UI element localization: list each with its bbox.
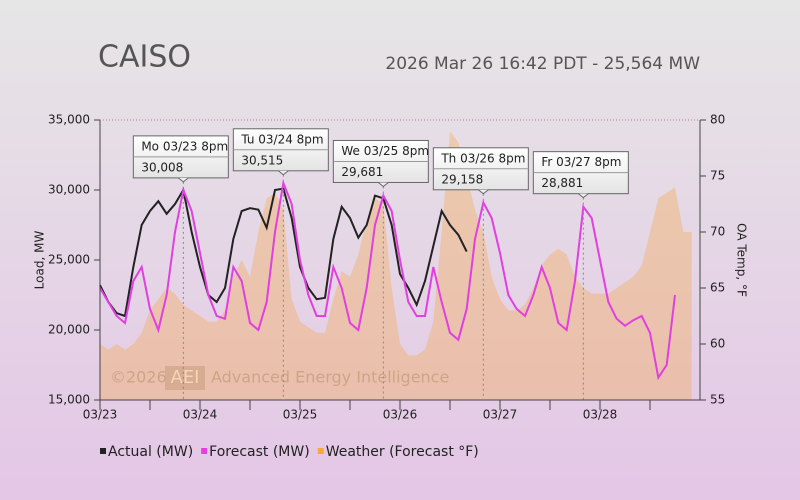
annotation-pointer [178, 177, 189, 183]
annotation-label: Mo 03/23 8pm [141, 139, 228, 153]
legend-label: Forecast (MW) [209, 444, 310, 460]
x-tick-label: 03/26 [383, 408, 418, 422]
x-tick-label: 03/24 [183, 408, 218, 422]
series-line [99, 179, 676, 381]
y-tick-label: 20,000 [48, 323, 90, 337]
y-tick-label: 35,000 [48, 113, 90, 127]
y-tick-label: 15,000 [48, 393, 90, 407]
annotation-value: 29,158 [441, 172, 483, 186]
annotation-label: Tu 03/24 8pm [240, 132, 323, 146]
y-axis-label: Load, MW [33, 231, 47, 290]
watermark-logo-box [165, 366, 205, 390]
y2-tick-label: 75 [710, 169, 725, 183]
y-tick-label: 30,000 [48, 183, 90, 197]
legend-marker [100, 448, 106, 454]
legend-marker [317, 448, 324, 454]
x-tick-label: 03/28 [583, 408, 618, 422]
annotation-pointer [578, 193, 589, 199]
y2-tick-label: 65 [710, 281, 725, 295]
y2-tick-label: 70 [710, 225, 725, 239]
annotation-label: We 03/25 8pm [341, 144, 429, 158]
annotation-value: 30,515 [241, 153, 283, 167]
y2-tick-label: 60 [710, 337, 725, 351]
annotation-value: 30,008 [141, 160, 183, 174]
y2-axis-label: OA Temp, °F [735, 223, 749, 297]
weather-area [100, 131, 692, 400]
x-tick-label: 03/27 [483, 408, 518, 422]
x-tick-label: 03/25 [283, 408, 318, 422]
annotation-label: Fr 03/27 8pm [541, 155, 621, 169]
annotation-pointer [478, 189, 489, 195]
annotation-value: 29,681 [341, 165, 383, 179]
legend-label: Actual (MW) [108, 444, 193, 460]
legend-marker [201, 448, 208, 454]
watermark: ©2026 [110, 368, 167, 387]
annotation-label: Th 03/26 8pm [440, 151, 525, 165]
x-tick-label: 03/23 [83, 408, 118, 422]
annotation-pointer [278, 170, 289, 176]
legend-label: Weather (Forecast °F) [326, 444, 479, 460]
watermark: AEI [171, 367, 200, 388]
annotation-pointer [378, 182, 389, 188]
chart-title: CAISO [98, 40, 191, 75]
y-tick-label: 25,000 [48, 253, 90, 267]
y2-tick-label: 55 [710, 393, 725, 407]
watermark: Advanced Energy Intelligence [211, 368, 449, 387]
annotation-value: 28,881 [541, 176, 583, 190]
chart-subtitle: 2026 Mar 26 16:42 PDT - 25,564 MW [385, 54, 700, 74]
y2-tick-label: 80 [710, 113, 725, 127]
